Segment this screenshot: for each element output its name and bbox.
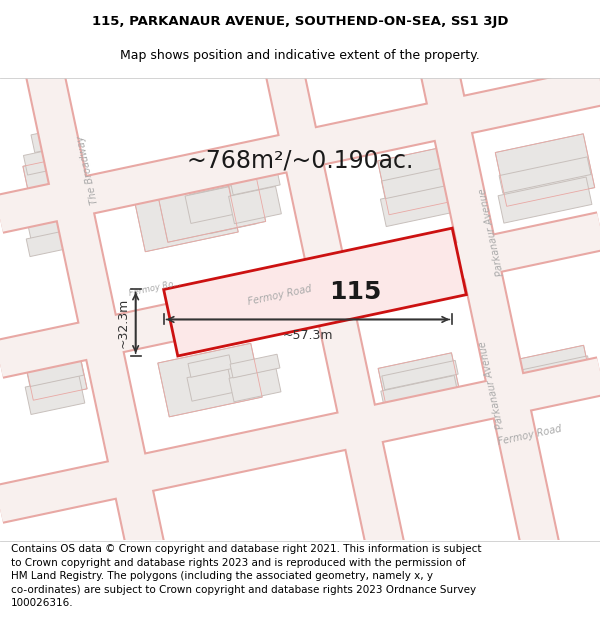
Text: 115: 115 (329, 280, 381, 304)
Polygon shape (230, 354, 280, 378)
Polygon shape (187, 369, 233, 401)
Polygon shape (154, 158, 266, 242)
Text: The Broadway: The Broadway (76, 135, 100, 206)
Text: ~32.3m: ~32.3m (116, 298, 130, 348)
Polygon shape (500, 356, 590, 388)
Polygon shape (23, 155, 87, 215)
Polygon shape (382, 166, 458, 199)
Polygon shape (380, 184, 460, 226)
Polygon shape (164, 228, 466, 356)
Text: Parkanaur Avenue: Parkanaur Avenue (478, 340, 506, 430)
Polygon shape (382, 361, 458, 390)
Polygon shape (23, 340, 87, 400)
Polygon shape (23, 145, 77, 175)
Text: ~57.3m: ~57.3m (283, 329, 333, 342)
Text: ~768m²/~0.190ac.: ~768m²/~0.190ac. (187, 148, 413, 172)
Polygon shape (229, 186, 281, 224)
Polygon shape (495, 134, 595, 206)
Polygon shape (185, 187, 235, 223)
Text: 115, PARKANAUR AVENUE, SOUTHEND-ON-SEA, SS1 3JD: 115, PARKANAUR AVENUE, SOUTHEND-ON-SEA, … (92, 15, 508, 28)
Polygon shape (26, 228, 84, 257)
Polygon shape (36, 329, 74, 351)
Polygon shape (188, 355, 232, 377)
Polygon shape (161, 197, 208, 233)
Polygon shape (203, 196, 256, 234)
Polygon shape (205, 175, 255, 201)
Polygon shape (378, 352, 462, 418)
Text: Map shows position and indicative extent of the property.: Map shows position and indicative extent… (120, 49, 480, 62)
Polygon shape (230, 169, 280, 195)
Polygon shape (381, 376, 459, 414)
Text: Fermoy Road: Fermoy Road (497, 423, 563, 447)
Polygon shape (499, 371, 592, 413)
Polygon shape (163, 176, 207, 200)
Polygon shape (229, 368, 281, 402)
Polygon shape (158, 343, 262, 417)
Polygon shape (25, 376, 85, 414)
Polygon shape (499, 157, 591, 193)
Text: Fermoy Road: Fermoy Road (247, 283, 313, 307)
Text: Fermoy Ro...: Fermoy Ro... (128, 278, 182, 298)
Polygon shape (132, 168, 238, 252)
Polygon shape (377, 146, 463, 215)
Polygon shape (187, 169, 233, 194)
Polygon shape (26, 357, 84, 387)
Polygon shape (498, 177, 592, 223)
Polygon shape (25, 201, 85, 239)
Polygon shape (496, 345, 595, 415)
Text: Contains OS data © Crown copyright and database right 2021. This information is : Contains OS data © Crown copyright and d… (11, 544, 481, 608)
Polygon shape (31, 127, 69, 152)
Text: Parkanaur Avenue: Parkanaur Avenue (478, 188, 506, 277)
